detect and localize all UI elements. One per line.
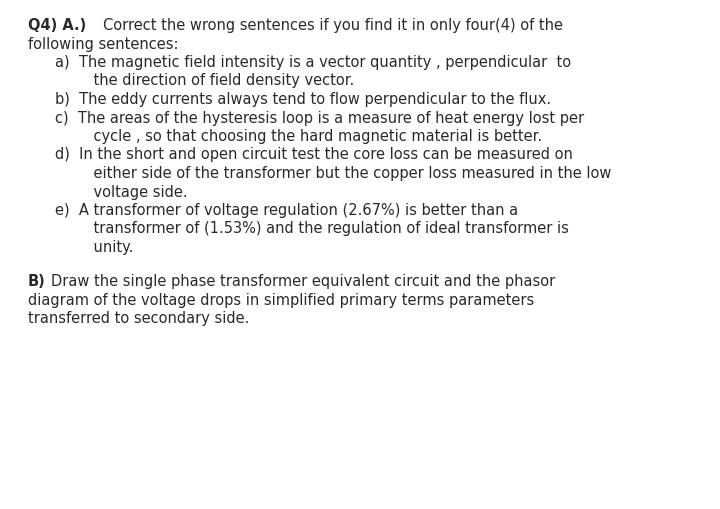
Text: diagram of the voltage drops in simplified primary terms parameters: diagram of the voltage drops in simplifi… (28, 293, 534, 308)
Text: unity.: unity. (75, 240, 133, 255)
Text: a)  The magnetic field intensity is a vector quantity , perpendicular  to: a) The magnetic field intensity is a vec… (55, 55, 571, 70)
Text: e)  A transformer of voltage regulation (2.67%) is better than a: e) A transformer of voltage regulation (… (55, 203, 518, 218)
Text: c)  The areas of the hysteresis loop is a measure of heat energy lost per: c) The areas of the hysteresis loop is a… (55, 110, 584, 126)
Text: the direction of field density vector.: the direction of field density vector. (75, 73, 354, 89)
Text: b)  The eddy currents always tend to flow perpendicular to the flux.: b) The eddy currents always tend to flow… (55, 92, 551, 107)
Text: Draw the single phase transformer equivalent circuit and the phasor: Draw the single phase transformer equiva… (51, 274, 555, 289)
Text: d)  In the short and open circuit test the core loss can be measured on: d) In the short and open circuit test th… (55, 148, 573, 162)
Text: voltage side.: voltage side. (75, 184, 188, 200)
Text: B): B) (28, 274, 46, 289)
Text: either side of the transformer but the copper loss measured in the low: either side of the transformer but the c… (75, 166, 611, 181)
Text: Q4) A.): Q4) A.) (28, 18, 86, 33)
Text: cycle , so that choosing the hard magnetic material is better.: cycle , so that choosing the hard magnet… (75, 129, 542, 144)
Text: Correct the wrong sentences if you find it in only four(4) of the: Correct the wrong sentences if you find … (103, 18, 563, 33)
Text: following sentences:: following sentences: (28, 37, 179, 51)
Text: transformer of (1.53%) and the regulation of ideal transformer is: transformer of (1.53%) and the regulatio… (75, 221, 569, 237)
Text: transferred to secondary side.: transferred to secondary side. (28, 311, 249, 326)
